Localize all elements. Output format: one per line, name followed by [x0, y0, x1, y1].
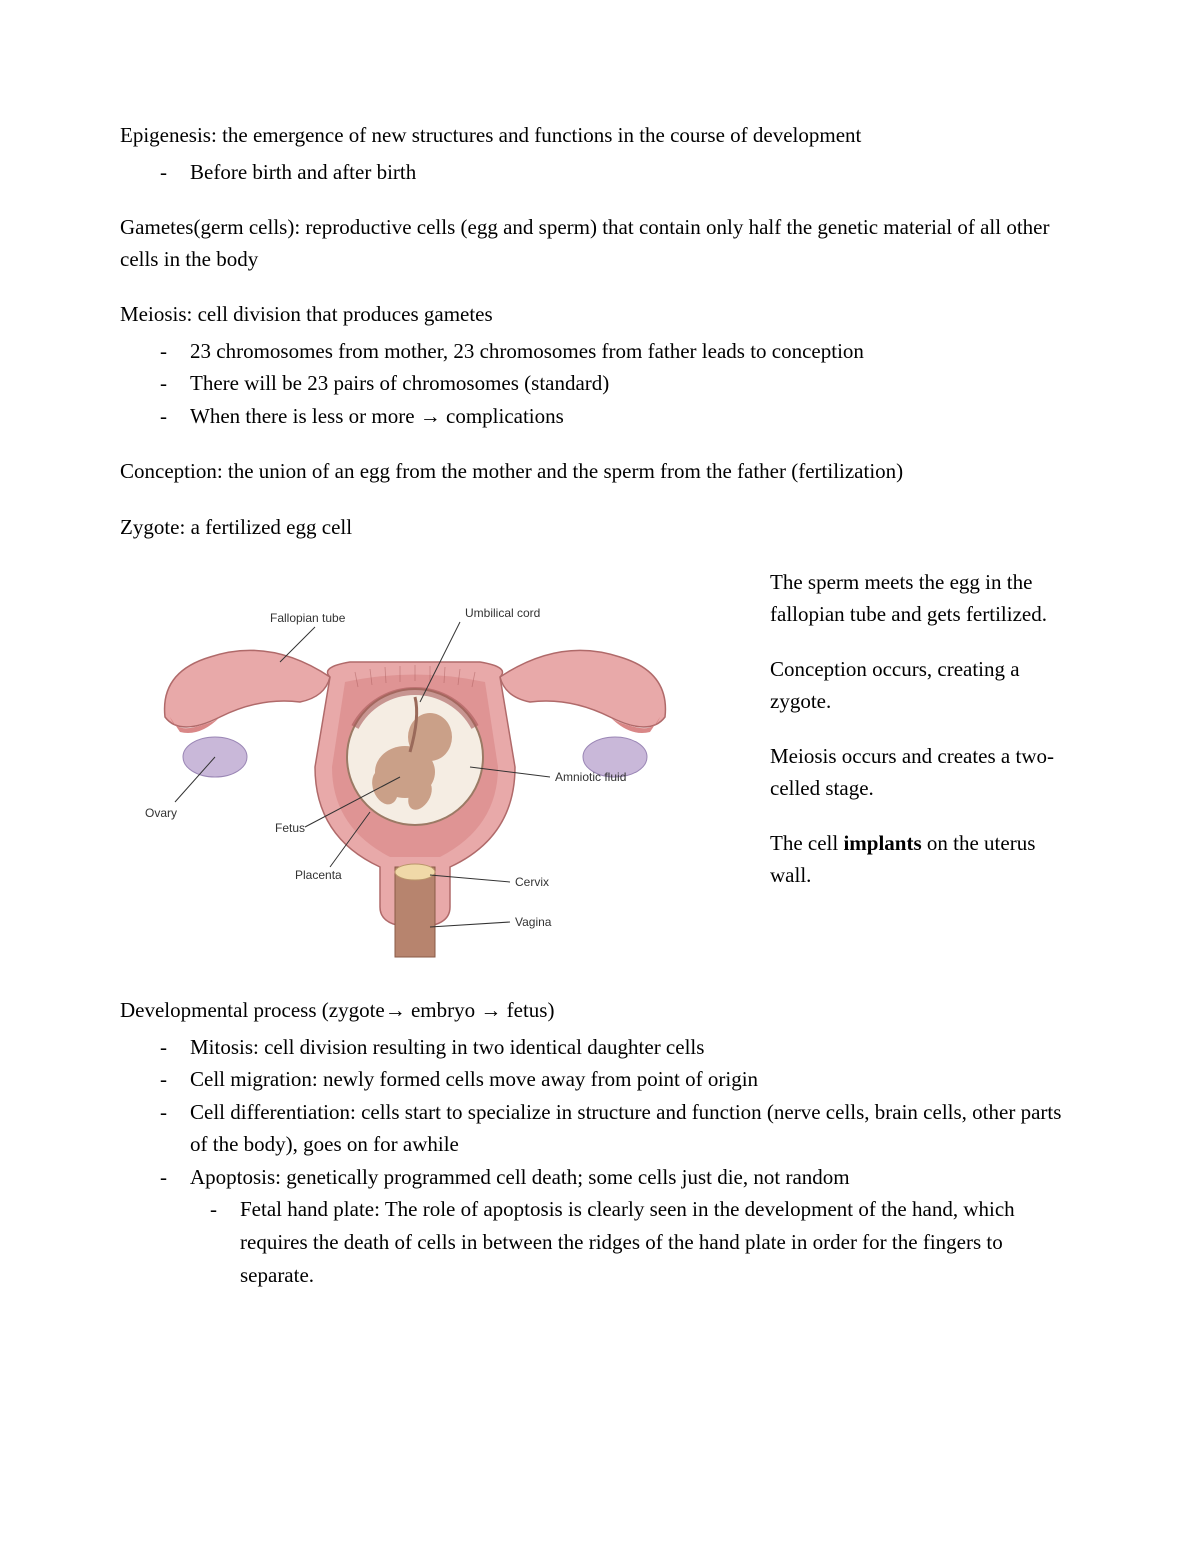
side-note-4b: implants [843, 831, 921, 855]
dev-process-heading: Developmental process (zygote→ embryo → … [120, 995, 1080, 1027]
dev-process-list: Mitosis: cell division resulting in two … [120, 1031, 1080, 1194]
meiosis-block: Meiosis: cell division that produces gam… [120, 299, 1080, 432]
conception-def: Conception: the union of an egg from the… [120, 456, 1080, 488]
list-item: 23 chromosomes from mother, 23 chromosom… [120, 335, 1080, 368]
label-ovary: Ovary [145, 806, 177, 820]
dev-process-block: Developmental process (zygote→ embryo → … [120, 995, 1080, 1291]
list-item: Cell migration: newly formed cells move … [120, 1063, 1080, 1096]
gametes-block: Gametes(germ cells): reproductive cells … [120, 212, 1080, 275]
list-item: When there is less or more → complicatio… [120, 400, 1080, 433]
document-page: Epigenesis: the emergence of new structu… [0, 0, 1200, 1553]
list-item: Apoptosis: genetically programmed cell d… [120, 1161, 1080, 1194]
list-item: Before birth and after birth [120, 156, 1080, 189]
right-fallopian-shape [500, 651, 665, 728]
side-note-4: The cell implants on the uterus wall. [770, 828, 1080, 891]
epigenesis-list: Before birth and after birth [120, 156, 1080, 189]
label-fallopian: Fallopian tube [270, 611, 346, 625]
side-note-1: The sperm meets the egg in the fallopian… [770, 567, 1080, 630]
zygote-block: Zygote: a fertilized egg cell [120, 512, 1080, 544]
side-note-2: Conception occurs, creating a zygote. [770, 654, 1080, 717]
left-fallopian-shape [165, 651, 330, 728]
conception-block: Conception: the union of an egg from the… [120, 456, 1080, 488]
list-item: There will be 23 pairs of chromosomes (s… [120, 367, 1080, 400]
dev-process-nested: Fetal hand plate: The role of apoptosis … [120, 1193, 1080, 1291]
list-item: Cell differentiation: cells start to spe… [120, 1096, 1080, 1161]
figure-row: Fallopian tube Umbilical cord Ovary Fetu… [120, 567, 1080, 967]
zygote-def: Zygote: a fertilized egg cell [120, 512, 1080, 544]
side-notes: The sperm meets the egg in the fallopian… [710, 567, 1080, 915]
label-cervix: Cervix [515, 875, 549, 889]
meiosis-list: 23 chromosomes from mother, 23 chromosom… [120, 335, 1080, 433]
cervix-opening [395, 864, 435, 880]
anatomy-svg: Fallopian tube Umbilical cord Ovary Fetu… [120, 567, 710, 967]
side-note-4a: The cell [770, 831, 843, 855]
epigenesis-def: Epigenesis: the emergence of new structu… [120, 120, 1080, 152]
label-placenta: Placenta [295, 868, 342, 882]
side-note-3: Meiosis occurs and creates a two-celled … [770, 741, 1080, 804]
label-fetus: Fetus [275, 821, 305, 835]
label-amniotic: Amniotic fluid [555, 770, 626, 784]
label-umbilical: Umbilical cord [465, 606, 540, 620]
meiosis-def: Meiosis: cell division that produces gam… [120, 299, 1080, 331]
label-vagina: Vagina [515, 915, 552, 929]
anatomy-diagram: Fallopian tube Umbilical cord Ovary Fetu… [120, 567, 710, 967]
gametes-def: Gametes(germ cells): reproductive cells … [120, 212, 1080, 275]
list-item: Mitosis: cell division resulting in two … [120, 1031, 1080, 1064]
list-item: Fetal hand plate: The role of apoptosis … [120, 1193, 1080, 1291]
epigenesis-block: Epigenesis: the emergence of new structu… [120, 120, 1080, 188]
